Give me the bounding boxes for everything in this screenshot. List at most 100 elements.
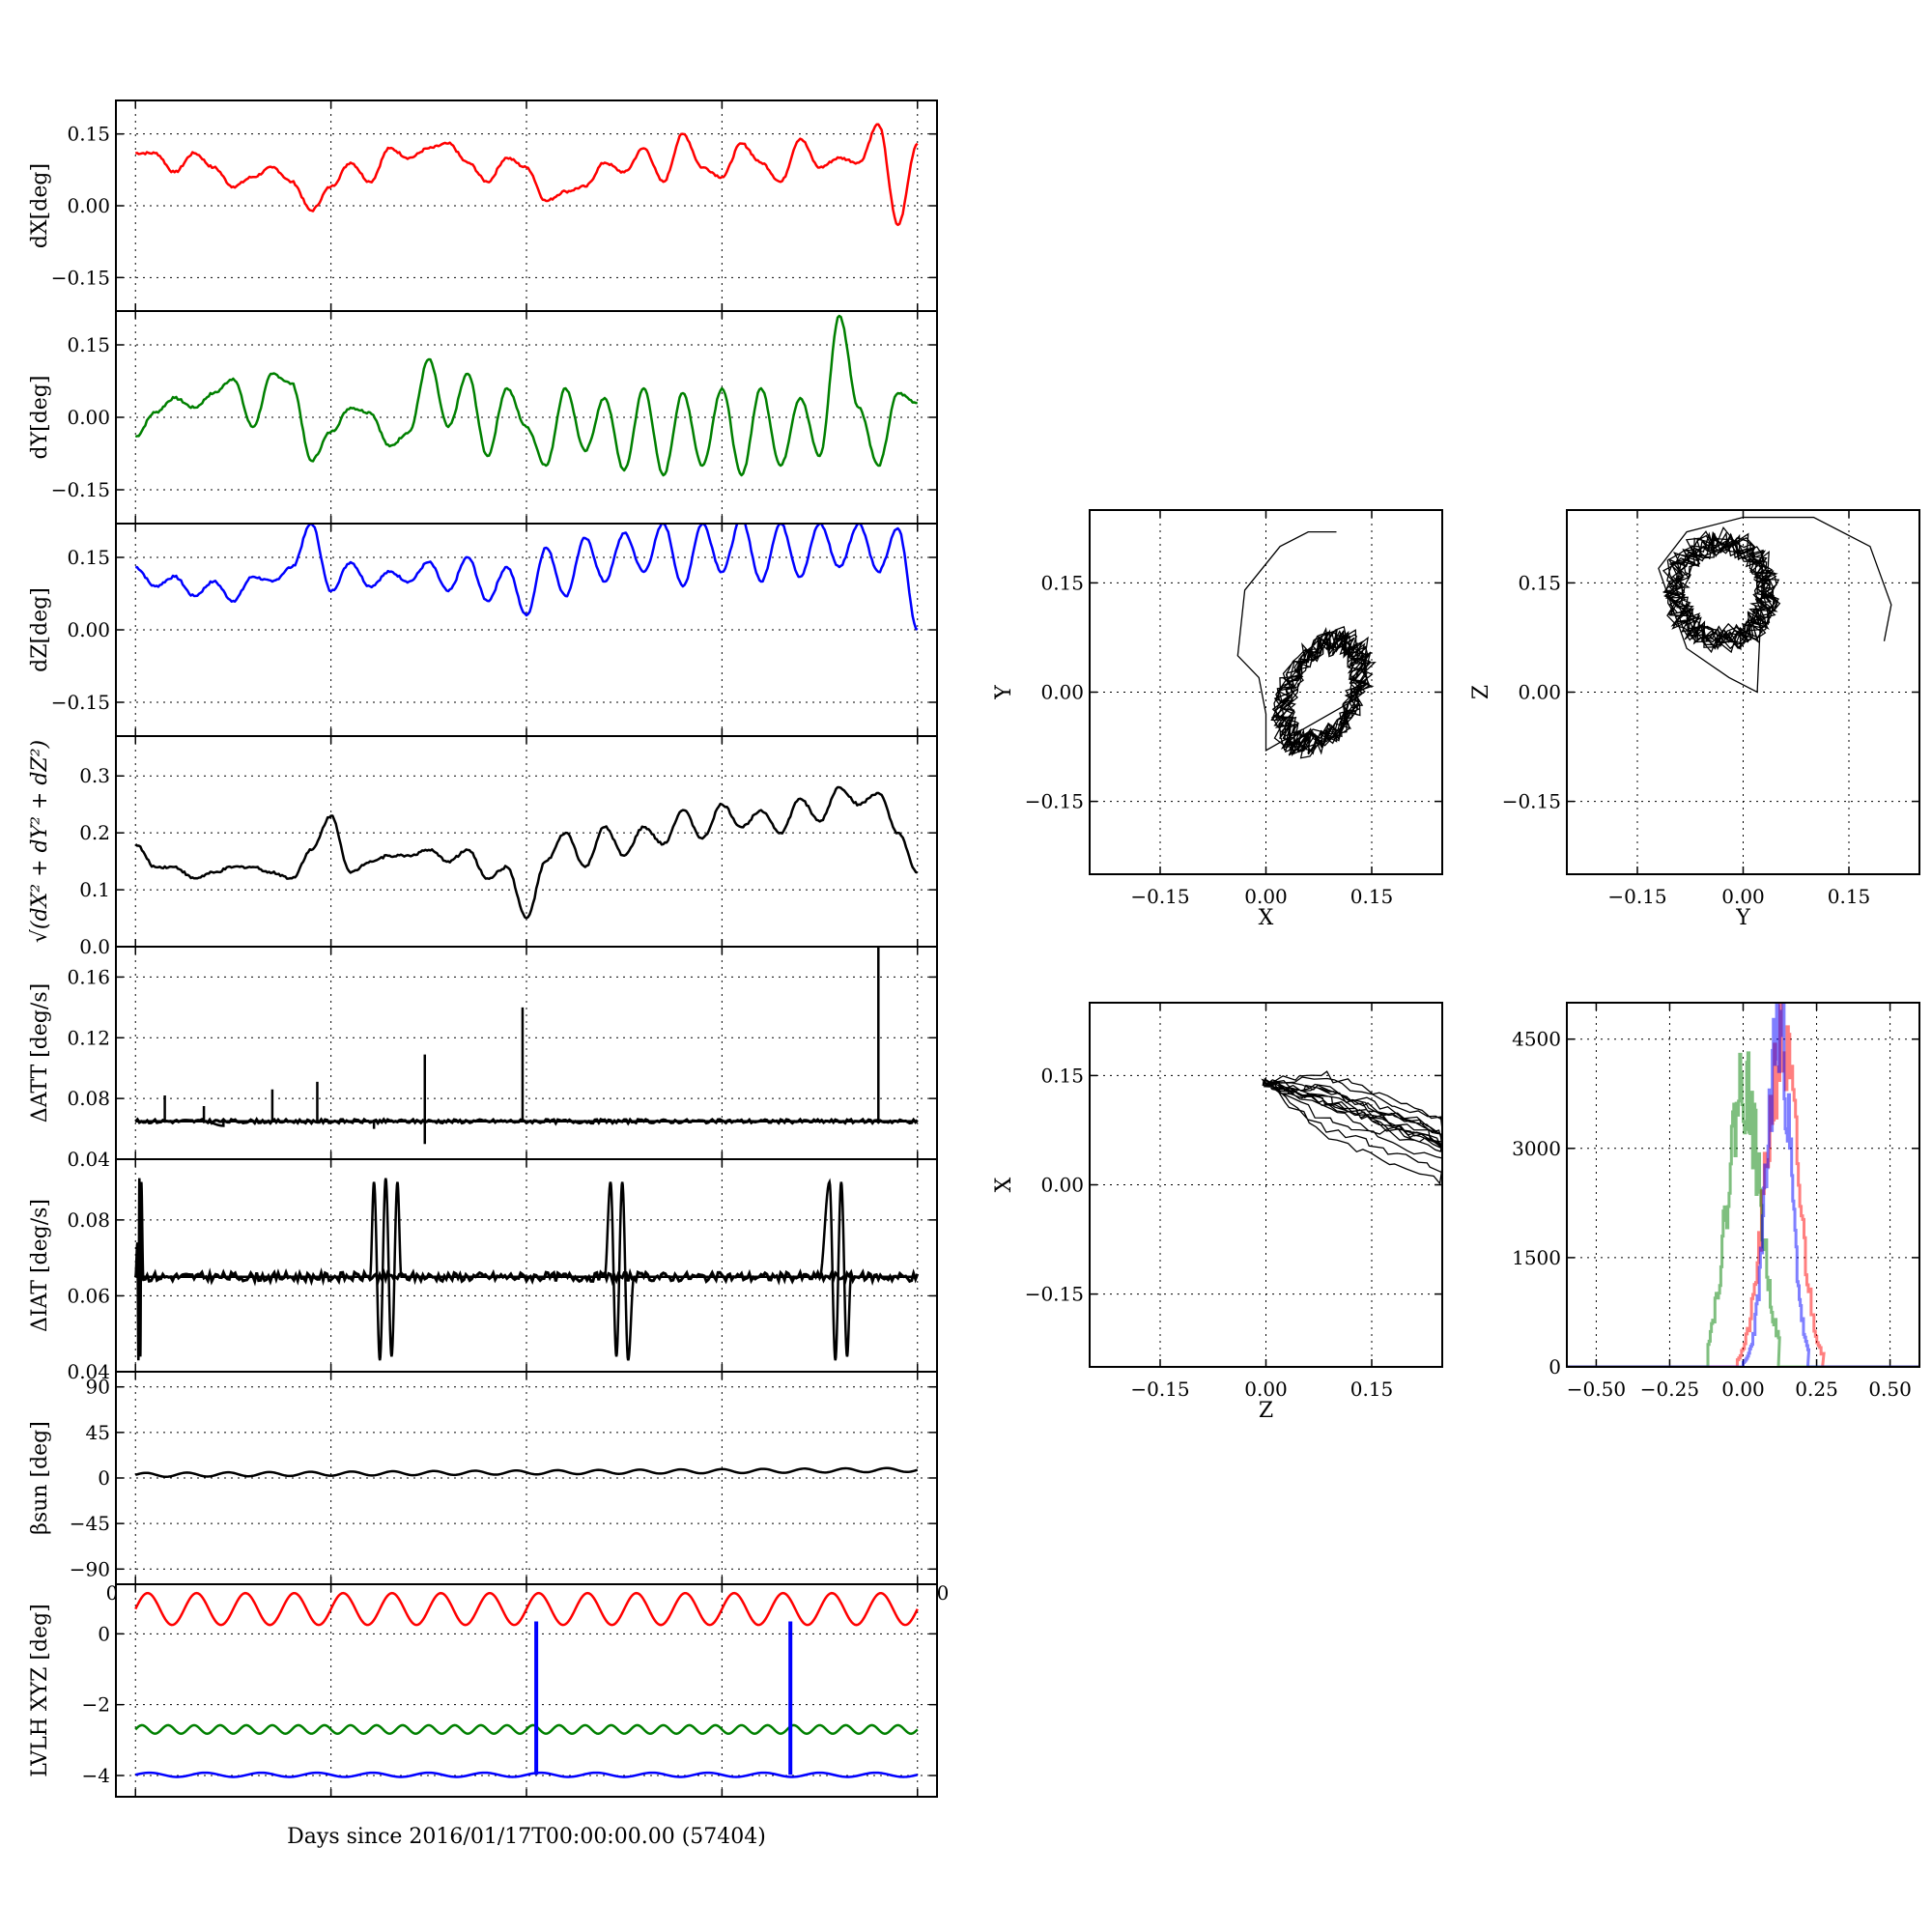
y-tick-label: 0.04 [67, 1360, 110, 1383]
y-tick-label: −0.15 [51, 478, 110, 501]
x-tick-label: 0.15 [1350, 885, 1394, 908]
histogram-step [1567, 1003, 1919, 1367]
y-tick-label: −45 [70, 1512, 110, 1535]
x-tick-label: −0.15 [1607, 885, 1666, 908]
y-axis-label: √(dX² + dY² + dZ²) [28, 740, 52, 943]
y-axis-label: ΔIAT [deg/s] [28, 1199, 52, 1332]
y-tick-label: 1500 [1512, 1246, 1561, 1269]
y-tick-label: 0.00 [67, 406, 110, 429]
y-tick-label: −0.15 [51, 266, 110, 289]
y-axis-label: Z [1469, 685, 1493, 699]
panel-zx: −0.15 0.00 0.15 0.15 0.00 −0.15 X Z [992, 1002, 1443, 1423]
y-tick-label: −0.15 [1025, 1283, 1084, 1306]
y-tick-label: 0 [98, 1466, 110, 1490]
y-tick-label: 0.15 [1040, 571, 1084, 594]
x-axis-label: X [1259, 906, 1274, 930]
panel-dz: 0.15 0.00 −0.15 dZ[deg] [28, 523, 938, 737]
y-tick-label: 0.00 [1518, 681, 1561, 704]
y-tick-label: 0.15 [67, 123, 110, 146]
y-tick-label: 0.00 [67, 618, 110, 641]
axes-frame [115, 946, 938, 1160]
series-line [135, 123, 919, 227]
panel-dx: 0.15 0.00 −0.15 dX[deg] [28, 99, 938, 312]
histogram-step [1567, 1051, 1919, 1367]
y-tick-label: 0.16 [67, 965, 110, 988]
axes-frame [115, 1158, 938, 1373]
series-line [134, 1723, 919, 1735]
trajectory-line [1658, 516, 1892, 694]
x-tick-label: 0.15 [1350, 1378, 1394, 1401]
panel-xy: −0.15 0.00 0.15 0.15 0.00 −0.15 Y X [992, 509, 1443, 930]
y-tick-label: 0.00 [1040, 681, 1084, 704]
x-tick-label: 0.15 [1828, 885, 1871, 908]
x-tick-label: −0.50 [1567, 1378, 1626, 1401]
series-line [135, 524, 919, 631]
y-tick-label: 0.12 [67, 1026, 110, 1049]
y-tick-label: 0.3 [79, 764, 110, 787]
y-tick-label: 0.0 [79, 935, 110, 958]
x-tick-label: 0.25 [1795, 1378, 1838, 1401]
axes-frame [1089, 509, 1443, 875]
panel-yz: −0.15 0.00 0.15 0.15 0.00 −0.15 Z Y [1469, 509, 1920, 930]
panel-datt: 0.16 0.12 0.08 0.04 ΔATT [deg/s] [28, 946, 938, 1171]
x-tick-label: 0.00 [1721, 1378, 1765, 1401]
x-tick-label: 0.00 [1244, 885, 1288, 908]
panel-total: 0.3 0.2 0.1 0.0 √(dX² + dY² + dZ²) [28, 735, 938, 958]
series-noise [133, 1266, 920, 1287]
series-noise [134, 1116, 919, 1126]
y-axis-label: LVLH XYZ [deg] [28, 1604, 52, 1777]
axes-frame [115, 735, 938, 948]
x-tick-label: 0.00 [1721, 885, 1765, 908]
x-tick-label: 0 [937, 1581, 950, 1605]
y-tick-label: 0.08 [67, 1087, 110, 1110]
series-line [134, 785, 919, 920]
y-tick-label: 0.00 [67, 194, 110, 217]
y-tick-label: −90 [70, 1557, 110, 1580]
y-tick-label: 0.15 [1518, 571, 1561, 594]
y-axis-label: βsun [deg] [28, 1421, 52, 1535]
y-tick-label: 0.08 [67, 1208, 110, 1232]
axes-frame [115, 1583, 938, 1798]
y-tick-label: 0.04 [67, 1148, 110, 1171]
axes-frame [1566, 509, 1920, 875]
panel-dy: 0.15 0.00 −0.15 dY[deg] [28, 310, 938, 525]
panel-lvlh: 0 −2 −4 LVLH XYZ [deg] Days since 2016/01/17… [28, 1583, 938, 1849]
axes-frame [1089, 1002, 1443, 1368]
series-line [134, 1771, 919, 1778]
trajectory-line [1261, 1070, 1442, 1185]
y-tick-label: 0.15 [1040, 1064, 1084, 1087]
series-line [134, 1591, 919, 1627]
series-line [134, 314, 918, 477]
x-tick-label: 0.00 [1244, 1378, 1288, 1401]
y-tick-label: −0.15 [51, 691, 110, 714]
x-tick-label: 0.50 [1868, 1378, 1912, 1401]
y-tick-label: −0.15 [1025, 790, 1084, 813]
y-tick-label: 0.1 [79, 878, 110, 901]
trajectory-line [1236, 530, 1377, 759]
y-tick-label: −0.15 [1502, 790, 1561, 813]
y-axis-label: dY[deg] [28, 376, 52, 460]
panel-diat: 0.08 0.06 0.04 ΔIAT [deg/s] [28, 1158, 938, 1383]
x-axis-label: Days since 2016/01/17T00:00:00.00 (57404… [287, 1825, 766, 1849]
y-tick-label: 0 [1548, 1355, 1561, 1378]
y-tick-label: 0.00 [1040, 1174, 1084, 1197]
y-tick-label: 3000 [1512, 1137, 1561, 1160]
y-tick-label: 45 [86, 1421, 110, 1444]
x-tick-label: −0.25 [1640, 1378, 1699, 1401]
y-axis-label: dZ[deg] [28, 587, 52, 672]
y-axis-label: ΔATT [deg/s] [28, 983, 52, 1122]
y-tick-label: −2 [82, 1693, 110, 1717]
y-axis-label: dX[deg] [28, 163, 52, 248]
panel-hist: −0.50 −0.25 0.00 0.25 0.50 4500 3000 1500 0 [1512, 1002, 1920, 1401]
y-axis-label: Y [992, 685, 1016, 700]
y-tick-label: 0 [98, 1622, 110, 1645]
y-tick-label: −4 [82, 1764, 110, 1787]
histogram-step [1567, 1003, 1919, 1367]
y-tick-label: 0.2 [79, 821, 110, 844]
y-axis-label: X [992, 1177, 1016, 1192]
y-tick-label: 90 [86, 1376, 110, 1399]
axes-frame [1566, 1002, 1920, 1368]
x-axis-label: Z [1259, 1399, 1273, 1423]
series-line [134, 1466, 919, 1478]
